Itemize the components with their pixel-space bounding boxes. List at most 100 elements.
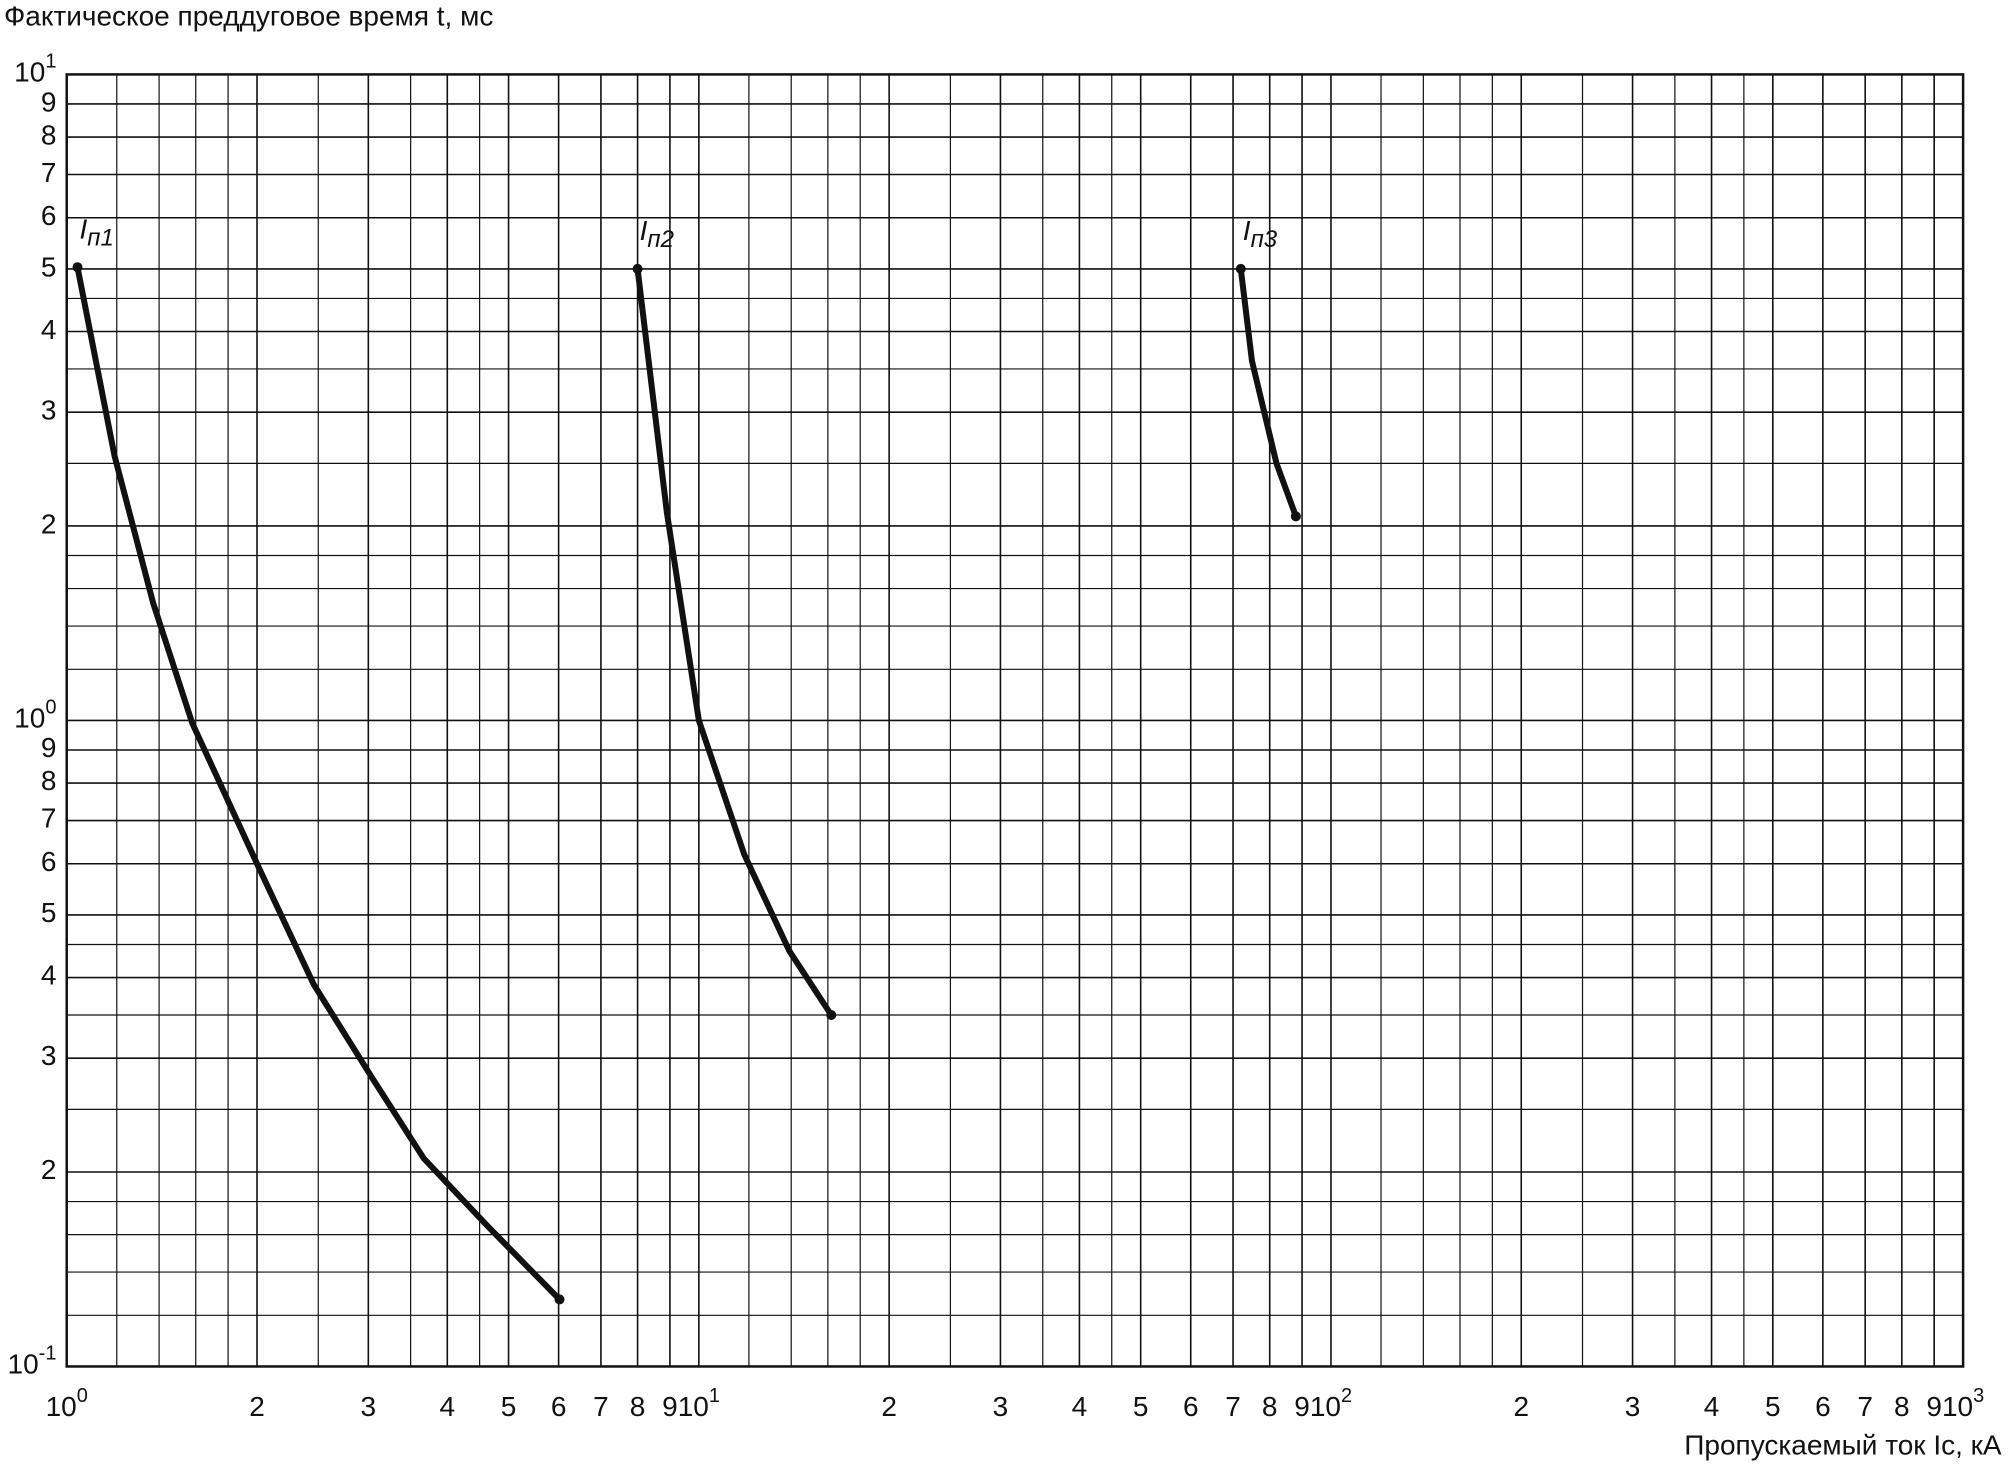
x-tick-label-base: 5 (1765, 1391, 1781, 1422)
x-tick-label-base: 8 (1894, 1391, 1910, 1422)
y-tick-label: 2 (41, 1154, 57, 1185)
curve-end (1290, 511, 1301, 522)
x-tick-label: 7 (1857, 1391, 1873, 1422)
x-tick-label: 6 (1183, 1391, 1199, 1422)
x-tick-label-base: 10 (46, 1391, 77, 1422)
x-axis-title: Пропускаемый ток Iс, кА (1684, 1430, 2002, 1461)
y-tick-label-exp: -1 (39, 1343, 57, 1365)
x-tick-label-base: 10 (1942, 1391, 1973, 1422)
y-tick-label: 5 (41, 897, 57, 928)
y-tick-label: 7 (41, 803, 57, 834)
y-tick-label-base: 8 (41, 765, 57, 796)
x-tick-label: 8 (1262, 1391, 1278, 1422)
x-tick-label: 7 (593, 1391, 609, 1422)
curve-end (72, 262, 83, 273)
x-tick-label: 8 (630, 1391, 646, 1422)
x-tick-label-base: 8 (1262, 1391, 1278, 1422)
x-tick-label-base: 6 (1815, 1391, 1831, 1422)
y-tick-label: 9 (41, 732, 57, 763)
curve-end (1235, 263, 1246, 274)
y-tick-label-base: 10 (14, 57, 45, 88)
y-tick-label: 10-1 (8, 1343, 57, 1380)
series-label: Iп2 (640, 215, 674, 253)
x-tick-label-base: 2 (1513, 1391, 1529, 1422)
y-tick-label-base: 10 (8, 1349, 39, 1380)
x-tick-label: 4 (1704, 1391, 1720, 1422)
x-tick-label-base: 3 (993, 1391, 1009, 1422)
x-tick-label: 5 (501, 1391, 517, 1422)
x-tick-label-base: 5 (1133, 1391, 1149, 1422)
x-tick-label-base: 4 (1704, 1391, 1720, 1422)
y-axis-title: Фактическое преддуговое время t, мс (4, 0, 493, 31)
x-tick-label: 4 (440, 1391, 456, 1422)
y-tick-label: 2 (41, 508, 57, 539)
x-tick-label-base: 9 (1926, 1391, 1942, 1422)
y-tick-label-exp: 1 (45, 51, 56, 73)
x-tick-label-base: 10 (1310, 1391, 1341, 1422)
curve-end (826, 1009, 837, 1020)
y-tick-label-base: 10 (14, 703, 45, 734)
curve-end (632, 263, 643, 274)
x-tick-label: 103 (1942, 1385, 1984, 1422)
x-tick-label: 5 (1765, 1391, 1781, 1422)
y-tick-label-base: 5 (41, 897, 57, 928)
x-tick-label-base: 3 (1625, 1391, 1641, 1422)
series-label: Iп3 (1243, 215, 1278, 253)
y-tick-label-base: 9 (41, 732, 57, 763)
y-tick-label-exp: 0 (45, 697, 56, 719)
x-tick-label: 3 (993, 1391, 1009, 1422)
curve (1237, 265, 1299, 520)
y-tick-label: 5 (41, 251, 57, 282)
x-tick-label-exp: 0 (77, 1385, 88, 1407)
curve-end (554, 1294, 565, 1305)
y-tick-label: 3 (41, 1041, 57, 1072)
curve (74, 264, 563, 1303)
x-tick-label: 6 (1815, 1391, 1831, 1422)
y-tick-label: 8 (41, 765, 57, 796)
x-tick-label: 101 (678, 1385, 720, 1422)
x-tick-label-base: 2 (881, 1391, 897, 1422)
y-tick-label: 6 (41, 200, 57, 231)
y-tick-label: 6 (41, 846, 57, 877)
x-tick-label: 2 (1513, 1391, 1529, 1422)
x-tick-label-exp: 3 (1973, 1385, 1984, 1407)
y-tick-label: 7 (41, 157, 57, 188)
x-tick-label: 9 (662, 1391, 678, 1422)
x-tick-label: 102 (1310, 1385, 1352, 1422)
y-tick-label-base: 6 (41, 846, 57, 877)
y-tick-label: 101 (14, 51, 56, 88)
y-tick-label: 100 (14, 697, 56, 734)
x-tick-label: 3 (361, 1391, 377, 1422)
x-tick-label-exp: 2 (1341, 1385, 1352, 1407)
y-tick-label: 4 (41, 314, 57, 345)
x-tick-label: 6 (551, 1391, 567, 1422)
y-tick-label: 9 (41, 86, 57, 117)
x-tick-label: 2 (881, 1391, 897, 1422)
x-tick-label: 5 (1133, 1391, 1149, 1422)
x-tick-label-base: 4 (1072, 1391, 1088, 1422)
x-tick-label: 9 (1926, 1391, 1942, 1422)
plot-frame (65, 73, 1965, 1368)
x-tick-label: 7 (1225, 1391, 1241, 1422)
x-tick-label-base: 10 (678, 1391, 709, 1422)
x-tick-label-base: 7 (1857, 1391, 1873, 1422)
curve (634, 265, 835, 1018)
series-label: Iп1 (79, 214, 113, 252)
x-tick-label: 2 (249, 1391, 265, 1422)
x-tick-label-base: 9 (1294, 1391, 1310, 1422)
x-tick-label-exp: 1 (709, 1385, 720, 1407)
x-tick-label: 9 (1294, 1391, 1310, 1422)
x-tick-label-base: 7 (1225, 1391, 1241, 1422)
y-tick-label-base: 3 (41, 1041, 57, 1072)
x-tick-label: 100 (46, 1385, 88, 1422)
x-tick-label-base: 6 (1183, 1391, 1199, 1422)
y-tick-label: 3 (41, 395, 57, 426)
x-tick-label: 4 (1072, 1391, 1088, 1422)
y-tick-label: 4 (41, 960, 57, 991)
y-tick-label-base: 4 (41, 960, 57, 991)
y-tick-label-base: 2 (41, 1154, 57, 1185)
y-tick-label-base: 7 (41, 803, 57, 834)
x-tick-label: 3 (1625, 1391, 1641, 1422)
y-tick-label: 8 (41, 119, 57, 150)
